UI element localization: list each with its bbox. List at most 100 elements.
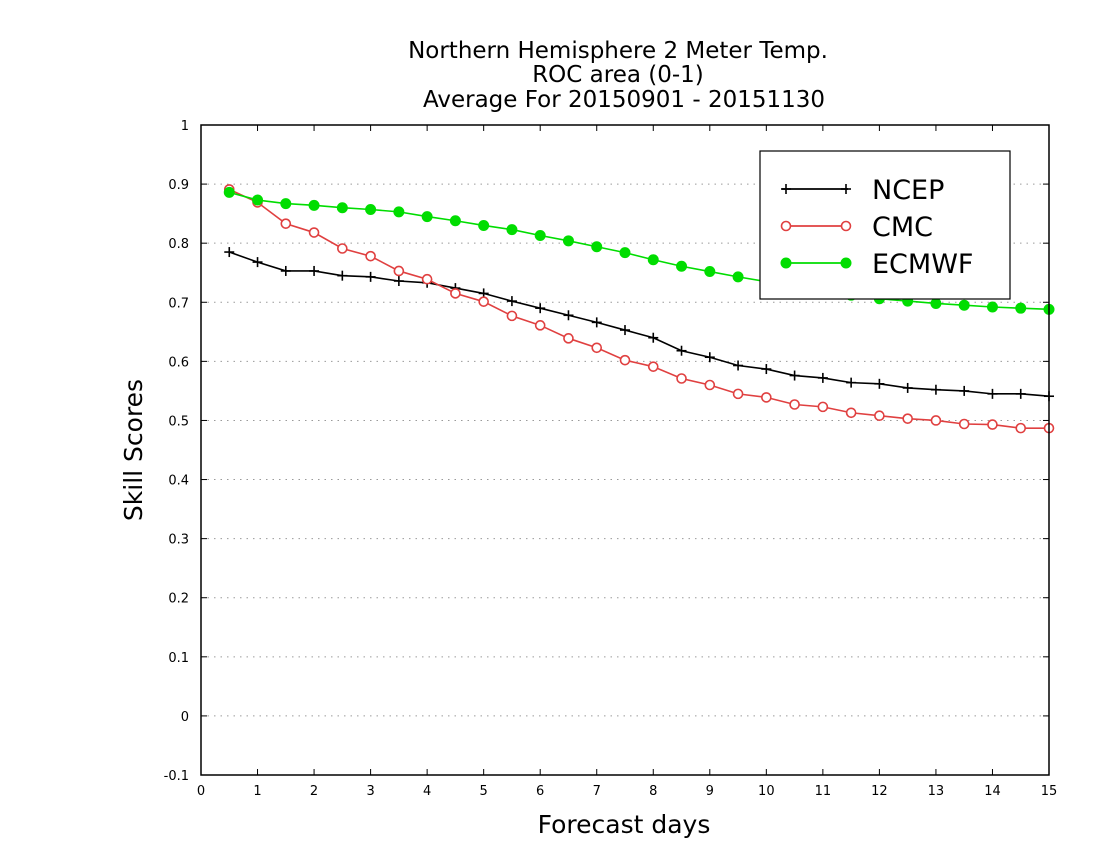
x-tick-label: 4 <box>423 784 431 799</box>
x-tick-label: 11 <box>815 784 832 799</box>
y-tick-label: 0.5 <box>168 414 189 429</box>
data-point-ncep <box>817 372 828 383</box>
x-tick-label: 14 <box>984 784 1001 799</box>
x-tick-label: 3 <box>366 784 374 799</box>
x-tick-label: 1 <box>253 784 261 799</box>
data-point-cmc <box>761 392 772 403</box>
data-point-ncep <box>337 270 348 281</box>
legend-marker-cmc <box>840 220 852 232</box>
data-point-cmc <box>534 320 546 331</box>
chart-title-line-2: ROC area (0-1) <box>532 62 704 88</box>
data-point-cmc <box>817 401 829 413</box>
data-point-cmc <box>987 419 998 430</box>
data-point-ecmwf <box>958 299 970 311</box>
data-point-ncep <box>676 345 687 356</box>
data-point-ecmwf <box>308 199 320 211</box>
x-tick-label: 9 <box>706 784 714 799</box>
legend-item-ecmwf: ECMWF <box>780 249 973 280</box>
data-point-cmc <box>732 388 744 400</box>
data-point-cmc <box>1015 422 1027 434</box>
data-point-ecmwf <box>506 224 518 236</box>
data-point-ncep <box>704 352 715 363</box>
data-point-cmc <box>874 410 885 422</box>
x-tick-label: 15 <box>1041 784 1058 799</box>
data-point-ncep <box>648 332 659 343</box>
data-point-ecmwf <box>336 202 348 214</box>
data-point-ecmwf <box>930 297 942 309</box>
data-point-ecmwf <box>280 198 292 210</box>
data-point-ecmwf <box>478 219 490 231</box>
data-point-ecmwf <box>421 211 433 223</box>
data-point-ncep <box>224 247 235 258</box>
x-tick-label: 13 <box>928 784 945 799</box>
legend-item-cmc: CMC <box>780 212 933 243</box>
x-tick-label: 10 <box>758 784 775 799</box>
data-point-cmc <box>365 250 376 262</box>
data-point-ncep <box>789 370 800 381</box>
x-tick-label: 2 <box>310 784 318 799</box>
x-tick-label: 5 <box>480 784 488 799</box>
data-point-cmc <box>393 265 405 277</box>
series-ncep <box>224 247 1054 402</box>
data-point-ecmwf <box>393 206 405 218</box>
series-cmc <box>223 184 1055 434</box>
legend-item-ncep: NCEP <box>781 175 944 206</box>
y-axis-title: Skill Scores <box>119 379 148 521</box>
data-point-ecmwf <box>591 241 603 253</box>
data-point-ecmwf <box>676 260 688 272</box>
legend-marker-ecmwf <box>780 257 792 269</box>
data-point-ecmwf <box>223 186 235 198</box>
chart-title-line-3: Average For 20150901 - 20151130 <box>423 87 825 113</box>
data-point-cmc <box>902 413 913 424</box>
data-point-cmc <box>478 296 489 307</box>
legend-marker-ncep <box>781 184 791 194</box>
data-point-cmc <box>930 415 942 426</box>
y-tick-label: 0 <box>181 710 189 725</box>
data-point-cmc <box>337 243 348 254</box>
data-point-ncep <box>280 265 291 276</box>
legend-marker-ecmwf <box>840 257 852 269</box>
chart-title-line-1: Northern Hemisphere 2 Meter Temp. <box>408 38 828 64</box>
data-point-cmc <box>563 333 574 344</box>
data-point-ncep <box>393 276 404 286</box>
data-point-ecmwf <box>704 266 716 278</box>
data-point-cmc <box>845 407 857 419</box>
y-tick-label: 0.8 <box>168 237 189 252</box>
data-point-ncep <box>733 360 744 371</box>
data-point-cmc <box>789 399 800 410</box>
data-point-ncep <box>506 296 517 307</box>
data-point-ncep <box>959 385 970 396</box>
data-point-cmc <box>958 418 970 430</box>
data-point-cmc <box>591 342 603 354</box>
data-point-cmc <box>506 310 518 322</box>
legend-label-ncep: NCEP <box>872 175 944 206</box>
data-point-ncep <box>874 378 885 389</box>
y-tick-label: 0.7 <box>168 296 189 311</box>
data-point-cmc <box>619 354 631 366</box>
plot-frame <box>200 124 1050 776</box>
data-point-cmc <box>676 373 687 384</box>
data-point-cmc <box>421 273 433 285</box>
data-point-cmc <box>280 218 292 229</box>
y-tick-label: 0.6 <box>168 355 189 370</box>
y-tick-label: 0.3 <box>168 533 189 548</box>
data-point-ecmwf <box>1015 302 1027 314</box>
x-tick-label: 8 <box>649 784 657 799</box>
data-point-ecmwf <box>647 254 659 266</box>
legend-marker-ncep <box>841 184 851 194</box>
y-tick-label: 0.1 <box>168 651 189 666</box>
data-point-ncep <box>252 257 263 268</box>
data-point-ecmwf <box>619 247 631 259</box>
data-point-ncep <box>846 377 857 388</box>
data-point-ncep <box>365 271 376 282</box>
data-point-cmc <box>450 288 461 299</box>
data-point-ncep <box>987 388 998 399</box>
data-point-ecmwf <box>986 301 998 313</box>
data-point-ncep <box>761 364 772 375</box>
data-point-ecmwf <box>252 194 264 206</box>
data-point-cmc <box>308 227 320 238</box>
data-point-ecmwf <box>365 204 377 215</box>
legend-label-cmc: CMC <box>872 212 933 243</box>
x-tick-label: 7 <box>593 784 601 799</box>
